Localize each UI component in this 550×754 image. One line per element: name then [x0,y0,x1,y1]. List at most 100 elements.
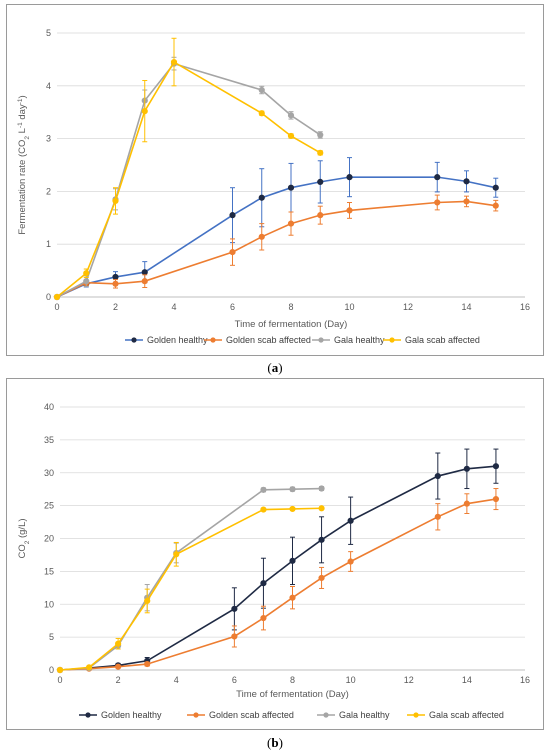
data-point [434,472,441,480]
legend-swatch-marker [323,712,329,718]
series-gala-healthy [56,485,325,674]
legend-swatch-marker [413,712,419,718]
y-tick-label: 25 [44,501,54,511]
data-point [112,273,119,281]
chart-panel-a: 0 1 2 3 4 5 0 2 4 6 8 10 12 14 16 Time of fermentation … [6,4,544,356]
series-line [59,498,497,671]
panel-label-b: (b) [267,735,283,750]
data-point [492,495,500,503]
panel-label-b-text: b [271,735,279,750]
x-tick-label: 0 [54,302,59,312]
data-point [434,513,441,520]
data-point [85,664,93,671]
data-point [144,597,151,605]
data-point [260,614,267,622]
data-point [287,132,295,140]
data-point [434,199,441,206]
data-point [231,605,238,612]
data-point [463,465,470,472]
series-line [59,507,322,671]
legend-swatch-marker [389,337,395,343]
series-golden-healthy [53,157,499,301]
legend-swatch-marker [85,712,91,718]
legend-label: Golden healthy [101,710,162,720]
data-point [141,278,148,285]
y-tick-label: 40 [44,402,54,412]
data-point [229,212,236,219]
data-point [144,660,151,668]
chart-panel-b: 0 5 10 15 20 25 30 35 40 0 2 4 6 8 10 12 14 16 Time of fer… [6,378,544,730]
legend-label: Golden scab affected [209,710,294,720]
data-point [318,536,325,543]
legend-label: Gala scab affected [429,710,504,720]
data-point [317,178,324,185]
data-point [83,270,90,277]
x-tick-label: 4 [171,302,176,312]
data-point [317,149,324,156]
y-tick-label: 0 [46,292,51,302]
legend-swatch-marker [318,337,324,343]
data-point [112,280,119,287]
x-tick-label: 12 [404,675,414,685]
series-golden-healthy [56,448,500,674]
panel-label-a: (a) [267,360,283,375]
series-line [59,465,497,671]
series-line [56,60,321,298]
data-point [289,486,296,493]
y-tick-label: 1 [46,239,51,249]
data-point [492,184,499,191]
x-tick-label: 10 [344,302,354,312]
y-tick-label: 20 [44,534,54,544]
x-tick-label: 6 [232,675,237,685]
data-point [231,633,238,640]
data-point [260,486,267,493]
data-point [463,198,470,205]
legend-label: Gala healthy [339,710,390,720]
data-point [53,293,61,301]
x-tick-label: 2 [116,675,121,685]
y-tick-label: 5 [46,28,51,38]
data-point [258,110,265,117]
data-point [112,197,119,205]
data-point [318,505,325,512]
data-point [463,500,470,507]
chart-b-svg: 0 5 10 15 20 25 30 35 40 0 2 4 6 8 10 12 14 16 Time of fer… [17,402,530,720]
y-axis-title-0: Fermentation rate (CO2 L-1 day-1) [17,95,31,234]
y-tick-label: 3 [46,134,51,144]
data-point [347,558,354,565]
series-line [56,176,496,298]
legend-label: Golden scab affected [226,335,311,345]
x-tick-label: 0 [57,675,62,685]
series-gala-healthy [53,56,324,301]
y-tick-label: 35 [44,435,54,445]
data-point [347,517,354,524]
data-point [170,58,178,66]
y-axis-title-1: CO2 (g/L) [17,518,31,558]
x-tick-label: 4 [174,675,179,685]
y-tick-label: 10 [44,599,54,609]
x-tick-label: 12 [403,302,413,312]
data-point [56,666,64,674]
data-point [287,220,295,227]
series-line [56,62,321,298]
data-point [229,249,236,256]
legend-swatch-marker [131,337,137,343]
data-point [260,580,267,587]
data-point [346,207,353,214]
data-point [258,233,265,240]
x-tick-label: 14 [461,302,471,312]
data-point [318,574,325,582]
x-tick-label: 6 [230,302,235,312]
data-point [115,663,122,670]
data-point [258,86,265,94]
data-point [289,594,296,601]
data-point [173,551,180,558]
data-point [287,112,295,119]
legend-swatch-marker [193,712,199,718]
data-point [83,278,90,285]
data-point [141,108,148,115]
data-point [346,174,353,181]
data-point [318,485,325,492]
data-point [141,269,148,276]
